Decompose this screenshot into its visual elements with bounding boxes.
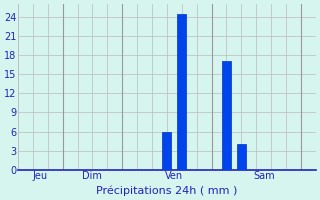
Bar xyxy=(237,144,246,170)
Bar xyxy=(163,132,171,170)
Bar xyxy=(222,61,231,170)
Bar xyxy=(177,14,186,170)
X-axis label: Précipitations 24h ( mm ): Précipitations 24h ( mm ) xyxy=(96,185,237,196)
